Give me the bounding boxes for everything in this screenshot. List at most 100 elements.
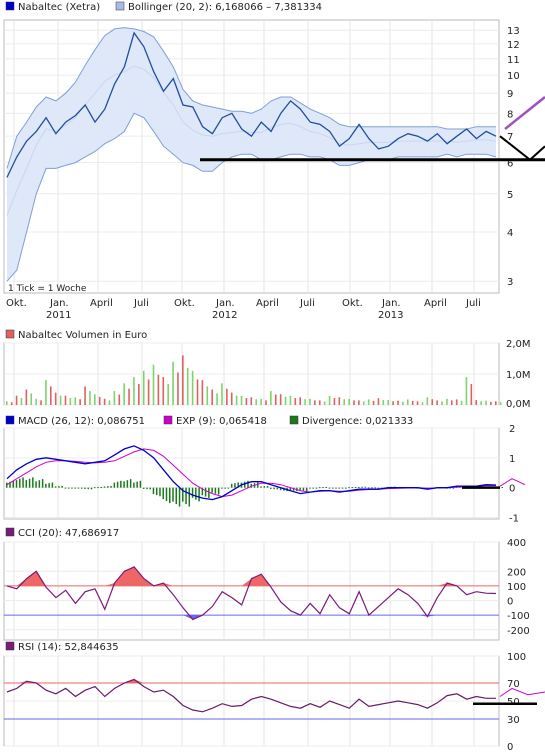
divergence-bar: [110, 485, 112, 488]
divergence-bar: [162, 487, 164, 500]
divergence-bar: [120, 480, 122, 488]
divergence-bar: [501, 486, 504, 488]
blue-square-icon: [5, 415, 15, 425]
y-tick-label: 100: [507, 652, 526, 663]
y-tick-label: 0: [509, 484, 515, 495]
volume-bar: [25, 389, 28, 405]
divergence-bar: [305, 487, 308, 492]
legend-label: Divergence: 0,021333: [302, 416, 413, 427]
divergence-bar: [139, 480, 142, 488]
y-tick-label: 70: [507, 679, 520, 690]
volume-bar: [372, 400, 375, 405]
divergence-bar: [237, 482, 239, 488]
volume-bar: [59, 395, 62, 405]
divergence-bar: [175, 487, 178, 505]
light-blue-square-icon: [115, 1, 125, 11]
y-tick-label: 8: [507, 109, 513, 120]
y-tick-label: 4: [507, 228, 513, 239]
volume-bar: [353, 400, 355, 405]
divergence-bar: [449, 487, 451, 489]
x-tick-label: Jan.: [381, 298, 401, 309]
divergence-bar: [103, 486, 106, 488]
volume-bar: [446, 398, 448, 405]
y-tick-label: 0: [507, 597, 513, 608]
divergence-bar: [116, 481, 119, 488]
volume-bar: [138, 384, 140, 405]
volume-bar: [362, 401, 365, 405]
divergence-bar: [188, 487, 191, 507]
volume-bar: [177, 372, 179, 405]
cci-panel: 400 200 100 0 -100 -200 CCI (20): 47,686917: [3, 527, 530, 641]
y-tick-label: -100: [507, 611, 530, 622]
volume-bar: [157, 374, 160, 405]
divergence-bar: [361, 486, 363, 488]
volume-bar: [69, 398, 72, 405]
purple-square-icon: [5, 527, 15, 537]
overbought-area: [7, 566, 496, 586]
divergence-bar: [61, 485, 63, 488]
divergence-bar: [123, 481, 125, 488]
volume-bar: [245, 398, 248, 405]
divergence-bar: [367, 487, 370, 489]
y-tick-label: -200: [507, 626, 530, 637]
volume-bar: [250, 397, 253, 405]
y-tick-label: 7: [507, 132, 513, 143]
volume-bar: [40, 400, 42, 405]
volume-bar: [20, 398, 23, 405]
divergence-bar: [273, 487, 275, 490]
volume-bar: [436, 400, 438, 405]
volume-bar: [123, 383, 125, 405]
volume-bar: [465, 377, 468, 405]
y-tick-label: 100: [507, 582, 526, 593]
divergence-bar: [9, 481, 11, 488]
purple-square-icon: [5, 641, 15, 651]
volume-bar: [133, 377, 135, 405]
legend-label: Nabaltec (Xetra): [18, 2, 100, 13]
divergence-bar: [198, 487, 200, 502]
x-tick-label: Okt.: [6, 298, 27, 309]
volume-bar: [230, 392, 233, 405]
volume-bar: [299, 397, 301, 405]
y-tick-label: -1: [509, 514, 519, 525]
volume-bar: [416, 401, 419, 405]
divergence-bar: [214, 487, 217, 494]
x-tick-label: Jan.: [215, 298, 235, 309]
volume-bar: [270, 391, 272, 405]
divergence-bar: [358, 486, 360, 488]
volume-bar: [103, 398, 106, 405]
volume-bar: [348, 398, 350, 405]
macd-line: [6, 445, 497, 501]
divergence-bar: [338, 487, 341, 489]
divergence-bar: [113, 482, 116, 488]
volume-bar: [167, 384, 169, 405]
legend-label: Bollinger (20, 2): 6,168066 – 7,381334: [128, 2, 322, 13]
divergence-bar: [100, 486, 103, 488]
divergence-bar: [224, 487, 226, 489]
divergence-bar: [325, 486, 327, 488]
divergence-bar: [15, 480, 18, 488]
volume-bar: [397, 400, 399, 405]
divergence-bar: [217, 487, 220, 495]
volume-bar: [128, 388, 130, 405]
volume-bar: [279, 394, 282, 405]
divergence-bar: [51, 482, 54, 488]
legend-label: EXP (9): 0,065418: [176, 416, 267, 427]
volume-bar: [309, 398, 311, 405]
volume-bar: [318, 400, 321, 405]
divergence-bar: [227, 487, 230, 489]
x-tick-label: Okt.: [342, 298, 363, 309]
volume-bar: [240, 395, 243, 405]
price-line: [6, 31, 497, 178]
volume-bar: [30, 393, 33, 405]
volume-bar: [377, 398, 380, 405]
volume-bar: [79, 399, 81, 405]
divergence-bar: [41, 479, 44, 488]
volume-bar: [431, 399, 434, 405]
volume-bar: [392, 401, 394, 405]
rsi-line: [6, 678, 496, 713]
divergence-bar: [341, 487, 344, 489]
volume-bar: [289, 395, 292, 405]
volume-bar: [118, 394, 121, 405]
volume-bar: [265, 400, 267, 405]
